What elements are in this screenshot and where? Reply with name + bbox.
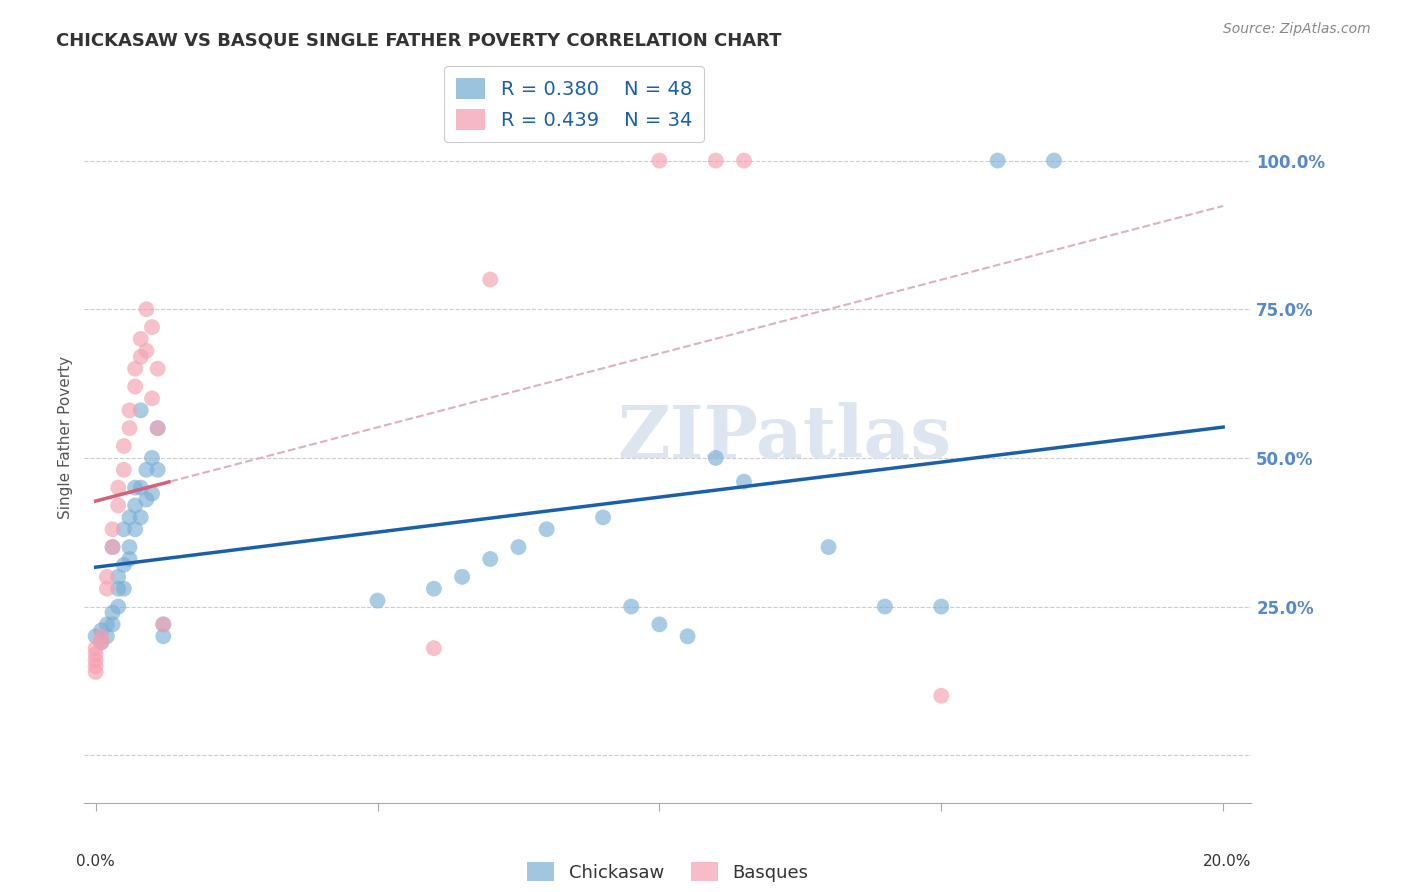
Point: [141, 320, 163, 334]
Point: [135, 343, 157, 358]
Point: [817, 540, 839, 554]
Point: [129, 481, 152, 495]
Point: [704, 450, 727, 465]
Point: [118, 421, 141, 435]
Point: [90, 624, 112, 638]
Point: [129, 350, 152, 364]
Point: [101, 540, 124, 554]
Point: [107, 481, 129, 495]
Point: [676, 629, 699, 643]
Point: [129, 332, 152, 346]
Point: [84, 665, 107, 679]
Point: [367, 593, 389, 607]
Point: [112, 463, 135, 477]
Point: [451, 570, 474, 584]
Point: [733, 153, 755, 168]
Point: [101, 522, 124, 536]
Point: [124, 499, 146, 513]
Point: [141, 450, 163, 465]
Point: [620, 599, 643, 614]
Point: [141, 392, 163, 406]
Point: [107, 499, 129, 513]
Point: [90, 635, 112, 649]
Point: [112, 439, 135, 453]
Point: [96, 617, 118, 632]
Point: [124, 481, 146, 495]
Point: [118, 540, 141, 554]
Point: [90, 635, 112, 649]
Point: [152, 629, 174, 643]
Point: [1043, 153, 1066, 168]
Point: [96, 570, 118, 584]
Point: [101, 617, 124, 632]
Point: [987, 153, 1010, 168]
Text: CHICKASAW VS BASQUE SINGLE FATHER POVERTY CORRELATION CHART: CHICKASAW VS BASQUE SINGLE FATHER POVERT…: [56, 31, 782, 49]
Point: [648, 153, 671, 168]
Point: [101, 606, 124, 620]
Point: [124, 361, 146, 376]
Text: 0.0%: 0.0%: [76, 854, 115, 869]
Point: [733, 475, 755, 489]
Text: ZIPatlas: ZIPatlas: [617, 401, 952, 473]
Point: [90, 629, 112, 643]
Point: [84, 653, 107, 667]
Point: [124, 379, 146, 393]
Point: [146, 421, 169, 435]
Point: [873, 599, 896, 614]
Y-axis label: Single Father Poverty: Single Father Poverty: [58, 356, 73, 518]
Point: [118, 403, 141, 417]
Point: [112, 522, 135, 536]
Point: [704, 153, 727, 168]
Point: [479, 552, 502, 566]
Point: [479, 272, 502, 286]
Point: [423, 641, 446, 656]
Point: [112, 582, 135, 596]
Point: [118, 510, 141, 524]
Point: [152, 617, 174, 632]
Point: [84, 647, 107, 661]
Point: [141, 486, 163, 500]
Point: [107, 599, 129, 614]
Point: [107, 582, 129, 596]
Point: [124, 522, 146, 536]
Point: [84, 641, 107, 656]
Point: [96, 582, 118, 596]
Text: 20.0%: 20.0%: [1204, 854, 1251, 869]
Point: [101, 540, 124, 554]
Point: [112, 558, 135, 572]
Point: [929, 599, 952, 614]
Point: [146, 463, 169, 477]
Point: [129, 510, 152, 524]
Point: [648, 617, 671, 632]
Point: [129, 403, 152, 417]
Legend: Chickasaw, Basques: Chickasaw, Basques: [520, 855, 815, 888]
Point: [84, 629, 107, 643]
Point: [107, 570, 129, 584]
Point: [135, 302, 157, 317]
Point: [536, 522, 558, 536]
Point: [146, 421, 169, 435]
Point: [146, 361, 169, 376]
Point: [96, 629, 118, 643]
Point: [135, 492, 157, 507]
Point: [84, 659, 107, 673]
Point: [135, 463, 157, 477]
Point: [423, 582, 446, 596]
Point: [118, 552, 141, 566]
Point: [592, 510, 614, 524]
Point: [929, 689, 952, 703]
Text: Source: ZipAtlas.com: Source: ZipAtlas.com: [1223, 22, 1371, 37]
Point: [508, 540, 530, 554]
Point: [152, 617, 174, 632]
